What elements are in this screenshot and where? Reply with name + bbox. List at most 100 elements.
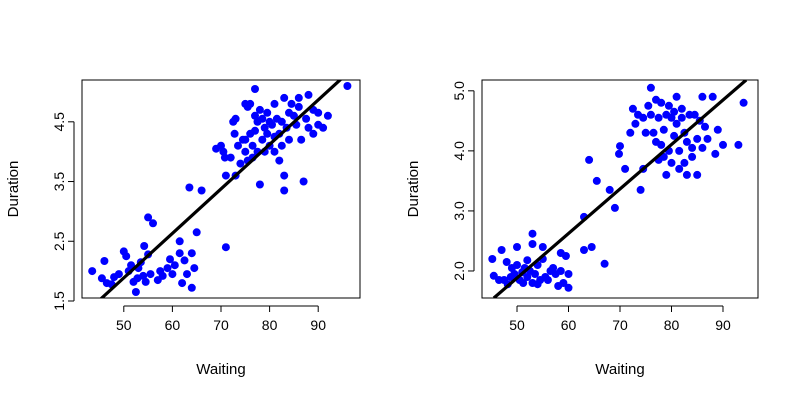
data-point [523, 273, 532, 281]
data-point [217, 141, 225, 150]
data-point [564, 270, 573, 278]
data-point [294, 93, 303, 102]
data-point [698, 143, 707, 152]
data-point [168, 270, 177, 279]
data-point [270, 147, 279, 156]
data-point [314, 108, 323, 117]
data-point [236, 159, 245, 168]
data-point [221, 243, 230, 252]
data-point [701, 122, 709, 131]
y-tick-label: 3.0 [451, 201, 467, 221]
data-point [183, 270, 191, 279]
data-point [688, 143, 697, 152]
y-tick-label: 2.5 [51, 231, 67, 251]
data-point [636, 185, 645, 194]
y-tick-label: 2.0 [451, 261, 467, 281]
right-plot-frame [481, 79, 759, 299]
data-point [510, 270, 519, 278]
data-point [682, 170, 691, 179]
data-point [190, 264, 199, 273]
data-point [556, 267, 565, 275]
data-point [319, 123, 328, 132]
data-point [241, 147, 250, 156]
x-tick-label: 50 [116, 317, 132, 333]
data-point [285, 135, 293, 144]
data-point [513, 261, 521, 269]
right-points [488, 83, 748, 292]
data-point [488, 255, 497, 263]
data-point [220, 153, 229, 162]
x-tick-label: 90 [310, 317, 326, 333]
data-point [299, 177, 308, 186]
data-point [585, 155, 594, 164]
data-point [97, 274, 106, 283]
data-point [677, 113, 686, 122]
data-point [739, 98, 748, 107]
data-point [231, 114, 240, 123]
data-point [703, 134, 712, 143]
data-point [251, 126, 259, 135]
data-point [693, 134, 702, 143]
data-point [693, 170, 702, 179]
data-point [734, 140, 743, 149]
left-points [88, 82, 352, 296]
data-point [294, 102, 303, 111]
data-point [688, 152, 697, 161]
data-point [646, 110, 655, 119]
x-tick-label: 70 [213, 317, 229, 333]
data-point [662, 170, 671, 179]
data-point [580, 246, 588, 254]
data-point [192, 228, 201, 237]
data-point [280, 186, 289, 195]
data-point [621, 164, 630, 173]
right-x-axis-label: Waiting [595, 361, 644, 378]
data-point [221, 171, 230, 180]
data-point [280, 93, 289, 102]
data-point [122, 252, 131, 261]
data-point [141, 277, 150, 286]
y-tick-label: 3.5 [51, 172, 67, 192]
data-point [297, 135, 306, 144]
x-tick-label: 70 [612, 317, 628, 333]
data-point [610, 203, 619, 212]
left-fit-line [99, 80, 343, 298]
data-point [519, 279, 528, 287]
data-point [246, 99, 255, 108]
left-x-ticks: 50 60 70 80 90 [116, 305, 326, 333]
data-point [277, 117, 286, 126]
data-point [497, 246, 506, 254]
left-y-ticks: 1.5 2.5 3.5 4.5 [51, 112, 75, 311]
data-point [140, 242, 149, 250]
data-point [304, 90, 313, 99]
left-scatter-panel: 50 60 70 80 90 1.5 2.5 3.5 4.5 Waiting Duration [5, 79, 361, 378]
data-point [343, 82, 352, 90]
data-point [149, 219, 157, 228]
data-point [657, 98, 666, 107]
data-point [144, 213, 153, 222]
data-point [248, 141, 257, 150]
data-point [187, 283, 196, 292]
data-point [241, 135, 250, 144]
data-point [163, 264, 172, 273]
data-point [680, 158, 689, 167]
data-point [178, 279, 187, 288]
data-point [528, 240, 537, 248]
data-point [626, 128, 635, 137]
y-tick-label: 4.0 [451, 141, 467, 161]
data-point [166, 255, 174, 264]
data-point [708, 92, 717, 101]
data-point [664, 101, 673, 110]
left-plot-frame [81, 79, 361, 299]
data-point [641, 128, 650, 137]
data-point [559, 279, 568, 287]
right-x-ticks: 50 60 70 80 90 [509, 305, 731, 333]
data-point [675, 146, 684, 155]
data-point [698, 92, 707, 101]
data-point [561, 252, 570, 260]
data-point [670, 107, 679, 116]
data-point [260, 123, 269, 132]
data-point [639, 113, 648, 122]
data-point [114, 270, 123, 279]
data-point [592, 176, 601, 185]
data-point [287, 99, 296, 108]
